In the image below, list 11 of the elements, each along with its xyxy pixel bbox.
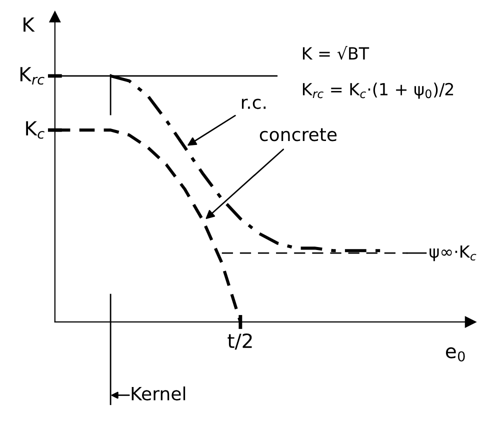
x-axis-title: e$_{0}$ [446, 347, 465, 362]
text: t/2 [228, 333, 252, 350]
annotation: r.c. [242, 98, 266, 110]
text: K$_{c}$ [26, 121, 44, 139]
text: K$_{rc}$ [20, 67, 44, 85]
annotation: ψ∞·K$_{c}$ [430, 245, 476, 262]
annotation: K$_{rc}$ = K$_{c}$·(1 + ψ$_{0}$)/2 [302, 82, 454, 99]
y-axis-title: K [24, 17, 35, 32]
text: Kernel [132, 386, 186, 400]
annotation: concrete [260, 128, 337, 142]
text: K = √BT [302, 46, 370, 60]
